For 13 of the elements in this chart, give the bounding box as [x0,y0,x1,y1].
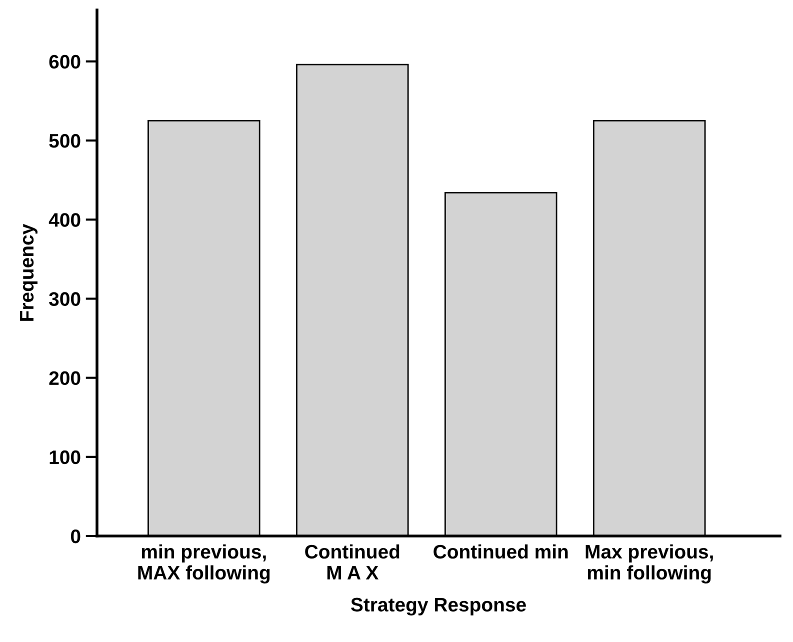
y-tick-label: 200 [49,371,80,386]
y-tick-label: 300 [49,292,80,306]
y-tick-label: 600 [49,54,80,69]
x-tick-label: Continued M A X [305,544,400,580]
y-tick-label: 500 [49,134,80,148]
y-tick-label: 400 [48,213,80,227]
y-tick-label: 100 [50,450,80,464]
x-tick-label: Continued min [434,544,568,559]
x-tick-label: min previous, MAX following [138,544,270,584]
x-tick-label: Max previous, min following [586,544,713,584]
y-axis-title: Frequency [20,224,38,321]
x-axis-title: Strategy Response [350,598,526,616]
y-tick-label: 0 [70,529,80,544]
